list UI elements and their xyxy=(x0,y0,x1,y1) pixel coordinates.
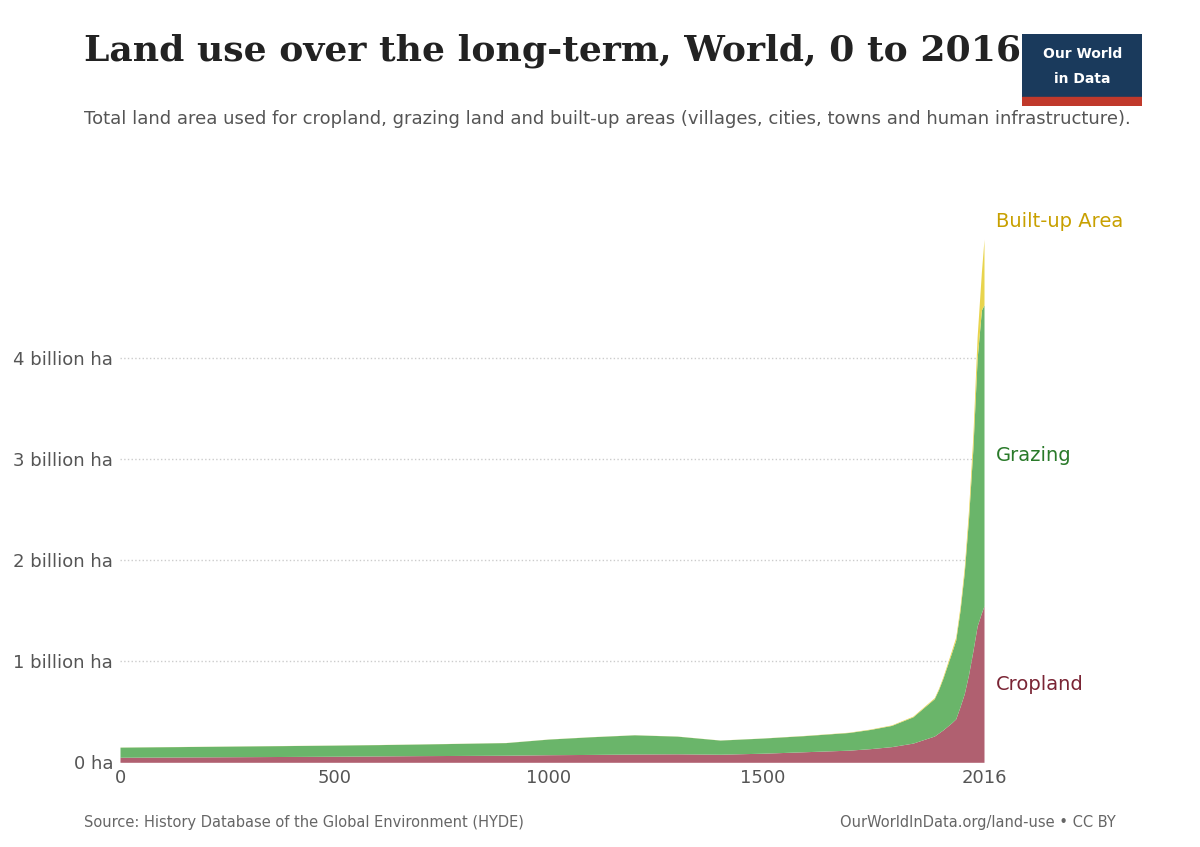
Text: Total land area used for cropland, grazing land and built-up areas (villages, ci: Total land area used for cropland, grazi… xyxy=(84,110,1130,128)
Bar xyxy=(1022,97,1142,106)
Text: Land use over the long-term, World, 0 to 2016: Land use over the long-term, World, 0 to… xyxy=(84,34,1021,69)
Text: Built-up Area: Built-up Area xyxy=(996,212,1123,230)
Text: OurWorldInData.org/land-use • CC BY: OurWorldInData.org/land-use • CC BY xyxy=(840,815,1116,830)
Text: Our World: Our World xyxy=(1043,47,1122,61)
Text: in Data: in Data xyxy=(1054,71,1111,86)
Text: Grazing: Grazing xyxy=(996,446,1072,465)
Text: Source: History Database of the Global Environment (HYDE): Source: History Database of the Global E… xyxy=(84,815,524,830)
Text: Cropland: Cropland xyxy=(996,674,1084,694)
